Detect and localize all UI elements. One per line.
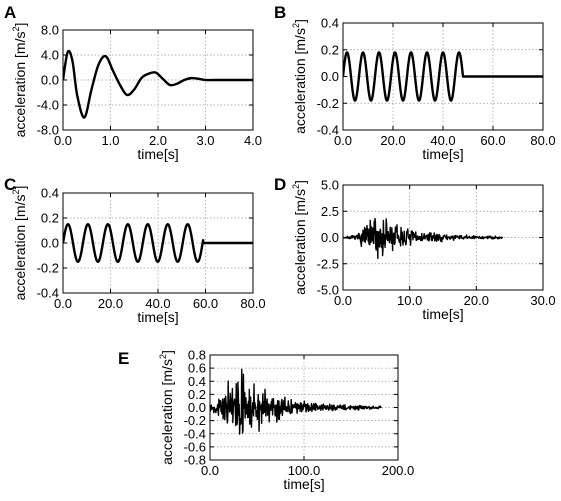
y-axis-label: acceleration [m/s2] (291, 180, 308, 295)
x-axis-label: time[s] (283, 476, 324, 492)
y-tick-label: -0.4 (184, 426, 206, 441)
plot-frame (62, 192, 254, 294)
y-tick-label: -0.8 (184, 453, 206, 468)
y-tick-label: -0.4 (317, 123, 339, 138)
plot-frame (342, 184, 544, 291)
panel-letter: A (4, 3, 16, 22)
x-tick-label: 2.0 (149, 133, 167, 148)
y-tick-label: 0.2 (41, 211, 59, 226)
y-tick-label: 0.0 (41, 236, 59, 251)
x-tick-label: 0.0 (334, 133, 352, 148)
y-tick-label: 0.4 (41, 186, 59, 201)
y-axis-label: acceleration [m/s2] (11, 23, 28, 138)
y-tick-label: 0.2 (188, 387, 206, 402)
series-line (210, 368, 382, 435)
y-tick-label: -2.5 (317, 256, 339, 271)
y-axis-label-superscript: 2 (11, 190, 21, 195)
x-tick-label: 40.0 (145, 296, 170, 311)
y-axis-label-close: ] (159, 350, 175, 354)
x-tick-label: 80.0 (530, 133, 555, 148)
panel-letter: E (118, 349, 129, 368)
y-tick-label: 0.8 (188, 348, 206, 363)
y-tick-label: -0.4 (37, 286, 59, 301)
series-line (63, 223, 253, 263)
panel-letter: D (274, 175, 286, 194)
y-axis-label-close: ] (12, 23, 28, 27)
y-axis-label-close: ] (292, 180, 308, 184)
x-tick-label: 20.0 (98, 296, 123, 311)
panel-letter: C (4, 175, 16, 194)
y-axis-label-close: ] (12, 186, 28, 190)
x-tick-label: 10.0 (397, 293, 422, 308)
y-axis-label-close: ] (292, 19, 308, 23)
y-axis-label-text: acceleration [m/s (292, 28, 308, 134)
x-tick-label: 30.0 (530, 293, 555, 308)
y-tick-label: -5.0 (317, 283, 339, 298)
x-axis-label: time[s] (137, 146, 178, 162)
y-tick-label: 8.0 (41, 23, 59, 38)
y-tick-label: 0.0 (321, 230, 339, 245)
x-tick-label: 0.0 (54, 296, 72, 311)
x-tick-label: 40.0 (430, 133, 455, 148)
x-tick-label: 20.0 (464, 293, 489, 308)
y-tick-label: -0.2 (184, 413, 206, 428)
series-line (343, 217, 504, 260)
y-tick-label: -0.6 (184, 439, 206, 454)
x-tick-label: 60.0 (480, 133, 505, 148)
x-axis-label: time[s] (137, 309, 178, 325)
y-axis-label-text: acceleration [m/s (12, 195, 28, 301)
y-axis-label-superscript: 2 (158, 354, 168, 359)
y-tick-label: 0.0 (188, 400, 206, 415)
panel-d: D 0.0 10.0 20.0 30.0 -5.0 -2.5 0.0 2.5 5.0 time[s]… (274, 175, 556, 322)
y-tick-label: 0.4 (321, 16, 339, 31)
panel-a: A 0.0 1.0 2.0 3.0 4.0 -8.0 -4.0 0.0 4.0 8.0 time[s]… (4, 3, 262, 162)
plot-frame (62, 29, 254, 131)
y-axis-label-text: acceleration [m/s (12, 32, 28, 138)
y-axis-label-superscript: 2 (291, 184, 301, 189)
x-tick-label: 200.0 (382, 463, 415, 478)
x-tick-label: 4.0 (244, 133, 262, 148)
x-tick-label: 60.0 (193, 296, 218, 311)
y-tick-label: -0.2 (317, 96, 339, 111)
y-tick-label: 0.0 (321, 69, 339, 84)
y-tick-label: 4.0 (41, 48, 59, 63)
x-axis-label: time[s] (422, 146, 463, 162)
y-axis-label: acceleration [m/s2] (158, 350, 175, 465)
panel-c: C 0.0 20.0 40.0 60.0 80.0 -0.4 -0.2 0.0 0.2 0.4 tim… (4, 175, 266, 325)
y-axis-label-text: acceleration [m/s (292, 189, 308, 295)
series-line (63, 49, 253, 119)
x-tick-label: 0.0 (54, 133, 72, 148)
y-axis-label: acceleration [m/s2] (291, 19, 308, 134)
y-axis-label: acceleration [m/s2] (11, 186, 28, 301)
y-axis-label-superscript: 2 (291, 23, 301, 28)
series-line (343, 51, 543, 102)
y-tick-label: 2.5 (321, 204, 339, 219)
panel-b: B 0.0 20.0 40.0 60.0 80.0 -0.4 -0.2 0.0 0.2 0.4 tim… (274, 3, 556, 162)
x-tick-label: 20.0 (380, 133, 405, 148)
x-axis-label: time[s] (422, 306, 463, 322)
panel-letter: B (274, 3, 286, 22)
x-tick-label: 100.0 (288, 463, 321, 478)
x-tick-label: 1.0 (101, 133, 119, 148)
y-tick-label: 0.4 (188, 374, 206, 389)
y-tick-label: 0.0 (41, 73, 59, 88)
x-tick-label: 0.0 (334, 293, 352, 308)
y-tick-label: -0.2 (37, 261, 59, 276)
plot-frame (209, 354, 399, 461)
y-tick-label: -4.0 (37, 98, 59, 113)
x-tick-label: 0.0 (201, 463, 219, 478)
y-axis-label-superscript: 2 (11, 27, 21, 32)
plot-frame (342, 22, 544, 131)
panel-e: E0.0 100.0 200.0-0.8-0.6-0.4-0.20.00.20.40… (118, 348, 414, 493)
y-tick-label: 0.6 (188, 361, 206, 376)
x-tick-label: 3.0 (196, 133, 214, 148)
y-tick-label: -8.0 (37, 123, 59, 138)
y-tick-label: 5.0 (321, 178, 339, 193)
y-tick-label: 0.2 (321, 42, 339, 57)
y-axis-label-text: acceleration [m/s (159, 359, 175, 465)
x-tick-label: 80.0 (240, 296, 265, 311)
